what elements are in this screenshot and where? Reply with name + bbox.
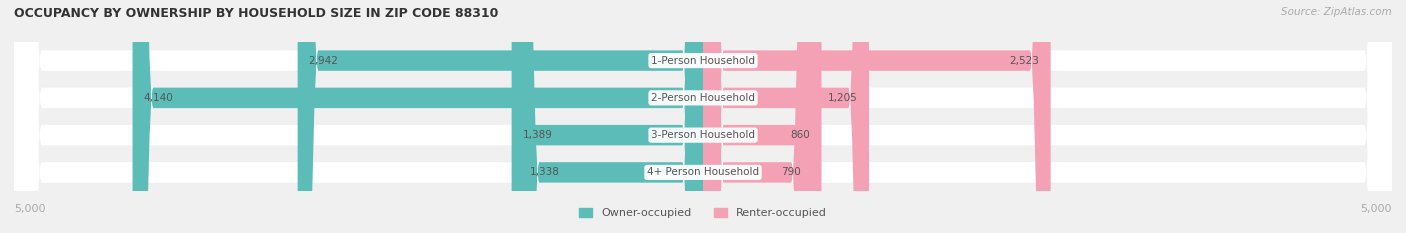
FancyBboxPatch shape bbox=[14, 0, 1392, 233]
Text: 790: 790 bbox=[782, 168, 801, 177]
Text: 2-Person Household: 2-Person Household bbox=[651, 93, 755, 103]
Text: 1-Person Household: 1-Person Household bbox=[651, 56, 755, 65]
Text: 5,000: 5,000 bbox=[14, 204, 45, 214]
FancyBboxPatch shape bbox=[703, 0, 811, 233]
FancyBboxPatch shape bbox=[298, 0, 703, 233]
FancyBboxPatch shape bbox=[519, 0, 703, 233]
Text: 860: 860 bbox=[790, 130, 810, 140]
Text: 5,000: 5,000 bbox=[1361, 204, 1392, 214]
FancyBboxPatch shape bbox=[14, 0, 1392, 233]
FancyBboxPatch shape bbox=[703, 0, 821, 233]
Text: 3-Person Household: 3-Person Household bbox=[651, 130, 755, 140]
FancyBboxPatch shape bbox=[703, 0, 1050, 233]
Text: Source: ZipAtlas.com: Source: ZipAtlas.com bbox=[1281, 7, 1392, 17]
FancyBboxPatch shape bbox=[512, 0, 703, 233]
Text: 2,942: 2,942 bbox=[309, 56, 339, 65]
Text: 4,140: 4,140 bbox=[143, 93, 173, 103]
Text: 4+ Person Household: 4+ Person Household bbox=[647, 168, 759, 177]
Text: 2,523: 2,523 bbox=[1010, 56, 1039, 65]
Legend: Owner-occupied, Renter-occupied: Owner-occupied, Renter-occupied bbox=[579, 208, 827, 218]
Text: OCCUPANCY BY OWNERSHIP BY HOUSEHOLD SIZE IN ZIP CODE 88310: OCCUPANCY BY OWNERSHIP BY HOUSEHOLD SIZE… bbox=[14, 7, 499, 20]
Text: 1,389: 1,389 bbox=[523, 130, 553, 140]
FancyBboxPatch shape bbox=[703, 0, 869, 233]
Text: 1,338: 1,338 bbox=[530, 168, 560, 177]
FancyBboxPatch shape bbox=[132, 0, 703, 233]
FancyBboxPatch shape bbox=[14, 0, 1392, 233]
Text: 1,205: 1,205 bbox=[828, 93, 858, 103]
FancyBboxPatch shape bbox=[14, 0, 1392, 233]
